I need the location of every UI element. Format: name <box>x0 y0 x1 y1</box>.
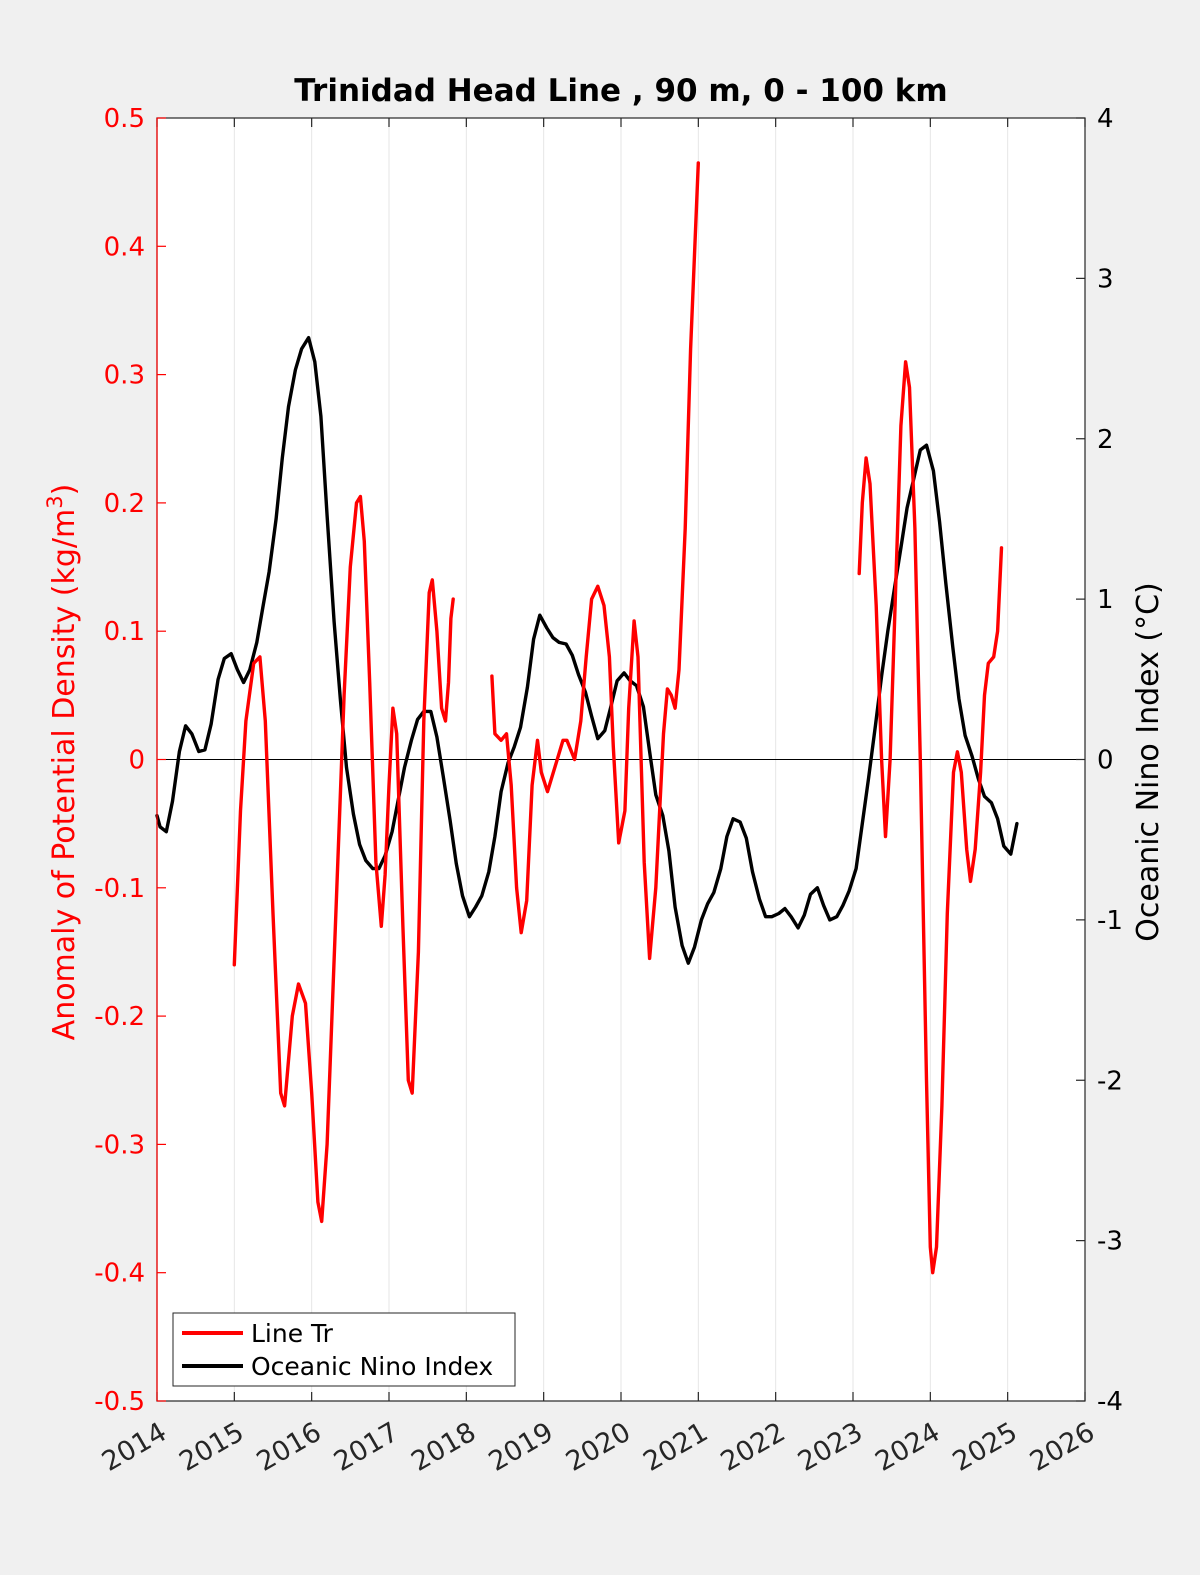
left-y-tick-label: 0.3 <box>104 361 145 391</box>
right-axis-label: Oceanic Nino Index (°C) <box>1131 582 1166 942</box>
left-y-tick-label: -0.5 <box>94 1387 145 1417</box>
right-y-tick-label: -1 <box>1097 906 1123 936</box>
right-y-tick-label: 1 <box>1097 585 1114 615</box>
legend-label-oni: Oceanic Nino Index <box>251 1352 493 1381</box>
right-y-tick-label: 0 <box>1097 746 1114 776</box>
left-y-tick-label: -0.1 <box>94 874 145 904</box>
right-y-tick-label: 2 <box>1097 425 1114 455</box>
left-y-tick-label: -0.2 <box>94 1002 145 1032</box>
series-oni-segment <box>155 336 1019 965</box>
series-tr-segment <box>232 494 455 1224</box>
left-axis-label-superscript: 3 <box>43 495 67 508</box>
left-axis-label: Anomaly of Potential Density (kg/m3) <box>43 484 82 1041</box>
legend: Line Tr Oceanic Nino Index <box>172 1312 516 1387</box>
chart-title: Trinidad Head Line , 90 m, 0 - 100 km <box>294 73 947 109</box>
legend-label-line-tr: Line Tr <box>251 1319 334 1348</box>
left-y-tick-label: -0.4 <box>94 1259 145 1289</box>
left-y-tick-label: 0 <box>128 746 145 776</box>
right-y-tick-label: -3 <box>1097 1227 1123 1257</box>
right-y-tick-label: -4 <box>1097 1387 1123 1417</box>
left-y-axis: 0.5 0.4 0.3 0.2 0.1 0 -0.1 -0.2 -0.3 -0.4 -0.5 <box>94 104 166 1417</box>
left-y-tick-label: -0.3 <box>94 1130 145 1160</box>
left-y-tick-label: 0.2 <box>104 489 145 519</box>
legend-box <box>172 1312 516 1387</box>
series-tr-segment <box>490 161 700 961</box>
left-y-tick-label: 0.4 <box>104 232 145 262</box>
left-y-tick-label: 0.1 <box>104 617 145 647</box>
right-y-tick-label: 4 <box>1097 104 1114 134</box>
right-y-axis: 4 3 2 1 0 -1 -2 -3 -4 <box>1076 104 1123 1417</box>
series-line-tr <box>232 161 1004 1275</box>
series-oni <box>155 336 1019 965</box>
series-tr-segment <box>857 360 1004 1275</box>
right-y-tick-label: -2 <box>1097 1066 1123 1096</box>
right-y-tick-label: 3 <box>1097 264 1114 294</box>
left-y-tick-label: 0.5 <box>104 104 145 134</box>
left-axis-label-close: ) <box>47 484 82 496</box>
left-axis-label-text: Anomaly of Potential Density (kg/m <box>47 509 82 1041</box>
